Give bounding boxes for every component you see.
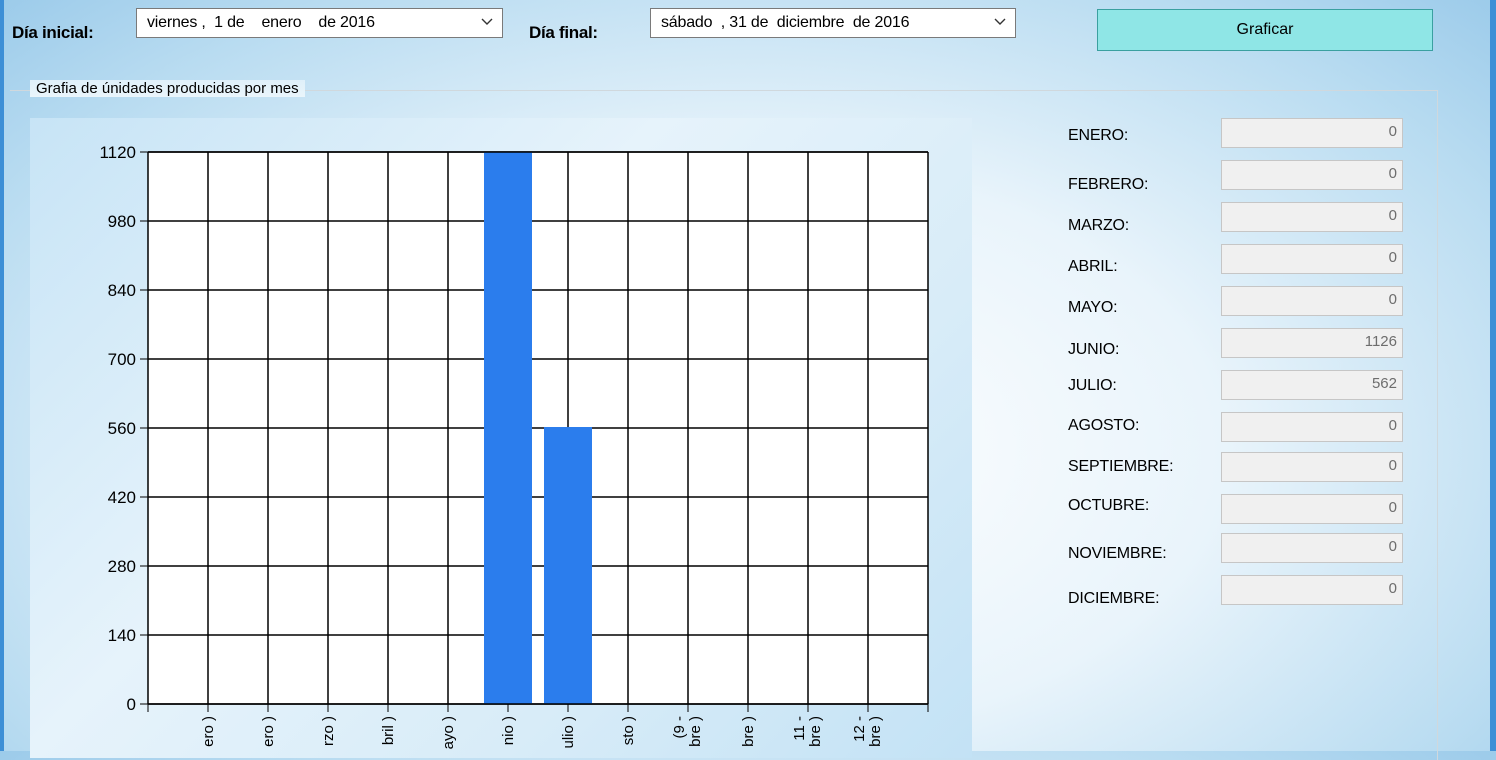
y-tick-label: 1120 (99, 143, 136, 162)
x-tick-label: ero ) (200, 716, 217, 747)
month-label-11: NOVIEMBRE: (1068, 545, 1167, 562)
x-tick-label: nio ) (500, 716, 517, 745)
group-border-top (10, 90, 1438, 91)
month-label-4: ABRIL: (1068, 258, 1118, 275)
chart-area: 0 140 280 420 560 700 840 980 1120 ero ) ero ) rzo… (30, 118, 972, 758)
month-value-field-10: 0 (1221, 494, 1403, 524)
x-tick-label: 12 -bre ) (851, 716, 884, 747)
x-tick-label: ulio ) (560, 716, 577, 749)
month-label-10: OCTUBRE: (1068, 497, 1150, 514)
window-border-left (0, 0, 4, 751)
y-tick-label: 560 (108, 419, 136, 438)
start-date-picker[interactable]: viernes , 1 de enero de 2016 (136, 8, 503, 38)
end-date-value: sábado , 31 de diciembre de 2016 (661, 14, 910, 31)
x-tick-label: sto ) (620, 716, 637, 745)
units-per-month-chart: 0 140 280 420 560 700 840 980 1120 ero ) ero ) rzo… (99, 143, 929, 749)
month-label-6: JUNIO: (1068, 341, 1120, 358)
y-tick-label: 980 (108, 212, 136, 231)
month-value-field-8: 0 (1221, 412, 1403, 442)
y-tick-label: 420 (108, 488, 136, 507)
y-tick-label: 280 (108, 557, 136, 576)
month-value-field-4: 0 (1221, 244, 1403, 274)
month-label-9: SEPTIEMBRE: (1068, 458, 1174, 475)
y-tick-label: 140 (108, 626, 136, 645)
x-tick-label: (9 -bre ) (671, 716, 704, 747)
month-label-5: MAYO: (1068, 299, 1118, 316)
bar-month-6 (484, 152, 532, 704)
end-date-picker[interactable]: sábado , 31 de diciembre de 2016 (650, 8, 1016, 38)
x-tick-label: ayo ) (440, 716, 457, 749)
group-title: Grafia de únidades producidas por mes (30, 80, 305, 97)
month-label-8: AGOSTO: (1068, 417, 1140, 434)
month-value-field-11: 0 (1221, 533, 1403, 563)
month-label-12: DICIEMBRE: (1068, 590, 1160, 607)
y-tick-label: 840 (108, 281, 136, 300)
month-label-2: FEBRERO: (1068, 176, 1149, 193)
x-tick-label: ero ) (260, 716, 277, 747)
end-date-label: Día final: (529, 23, 598, 42)
chevron-down-icon[interactable] (993, 15, 1007, 29)
month-value-field-2: 0 (1221, 160, 1403, 190)
x-tick-label: bre ) (740, 716, 757, 747)
group-border-right (1437, 90, 1438, 760)
start-date-label: Día inicial: (12, 23, 94, 42)
month-label-7: JULIO: (1068, 377, 1117, 394)
month-value-field-7: 562 (1221, 370, 1403, 400)
month-value-field-3: 0 (1221, 202, 1403, 232)
month-value-field-1: 0 (1221, 118, 1403, 148)
month-value-field-5: 0 (1221, 286, 1403, 316)
chevron-down-icon[interactable] (480, 15, 494, 29)
x-tick-label: bril ) (380, 716, 397, 745)
y-tick-label: 0 (127, 695, 136, 714)
start-date-value: viernes , 1 de enero de 2016 (147, 14, 375, 31)
month-value-field-6: 1126 (1221, 328, 1403, 358)
graph-button[interactable]: Graficar (1097, 9, 1433, 51)
window-border-right (1490, 0, 1496, 751)
bar-month-7 (544, 427, 592, 704)
x-tick-label: rzo ) (320, 716, 337, 746)
x-tick-label: 11 -bre ) (791, 716, 824, 747)
month-value-field-9: 0 (1221, 452, 1403, 482)
month-label-3: MARZO: (1068, 217, 1130, 234)
month-label-1: ENERO: (1068, 127, 1129, 144)
y-tick-label: 700 (108, 350, 136, 369)
month-value-field-12: 0 (1221, 575, 1403, 605)
